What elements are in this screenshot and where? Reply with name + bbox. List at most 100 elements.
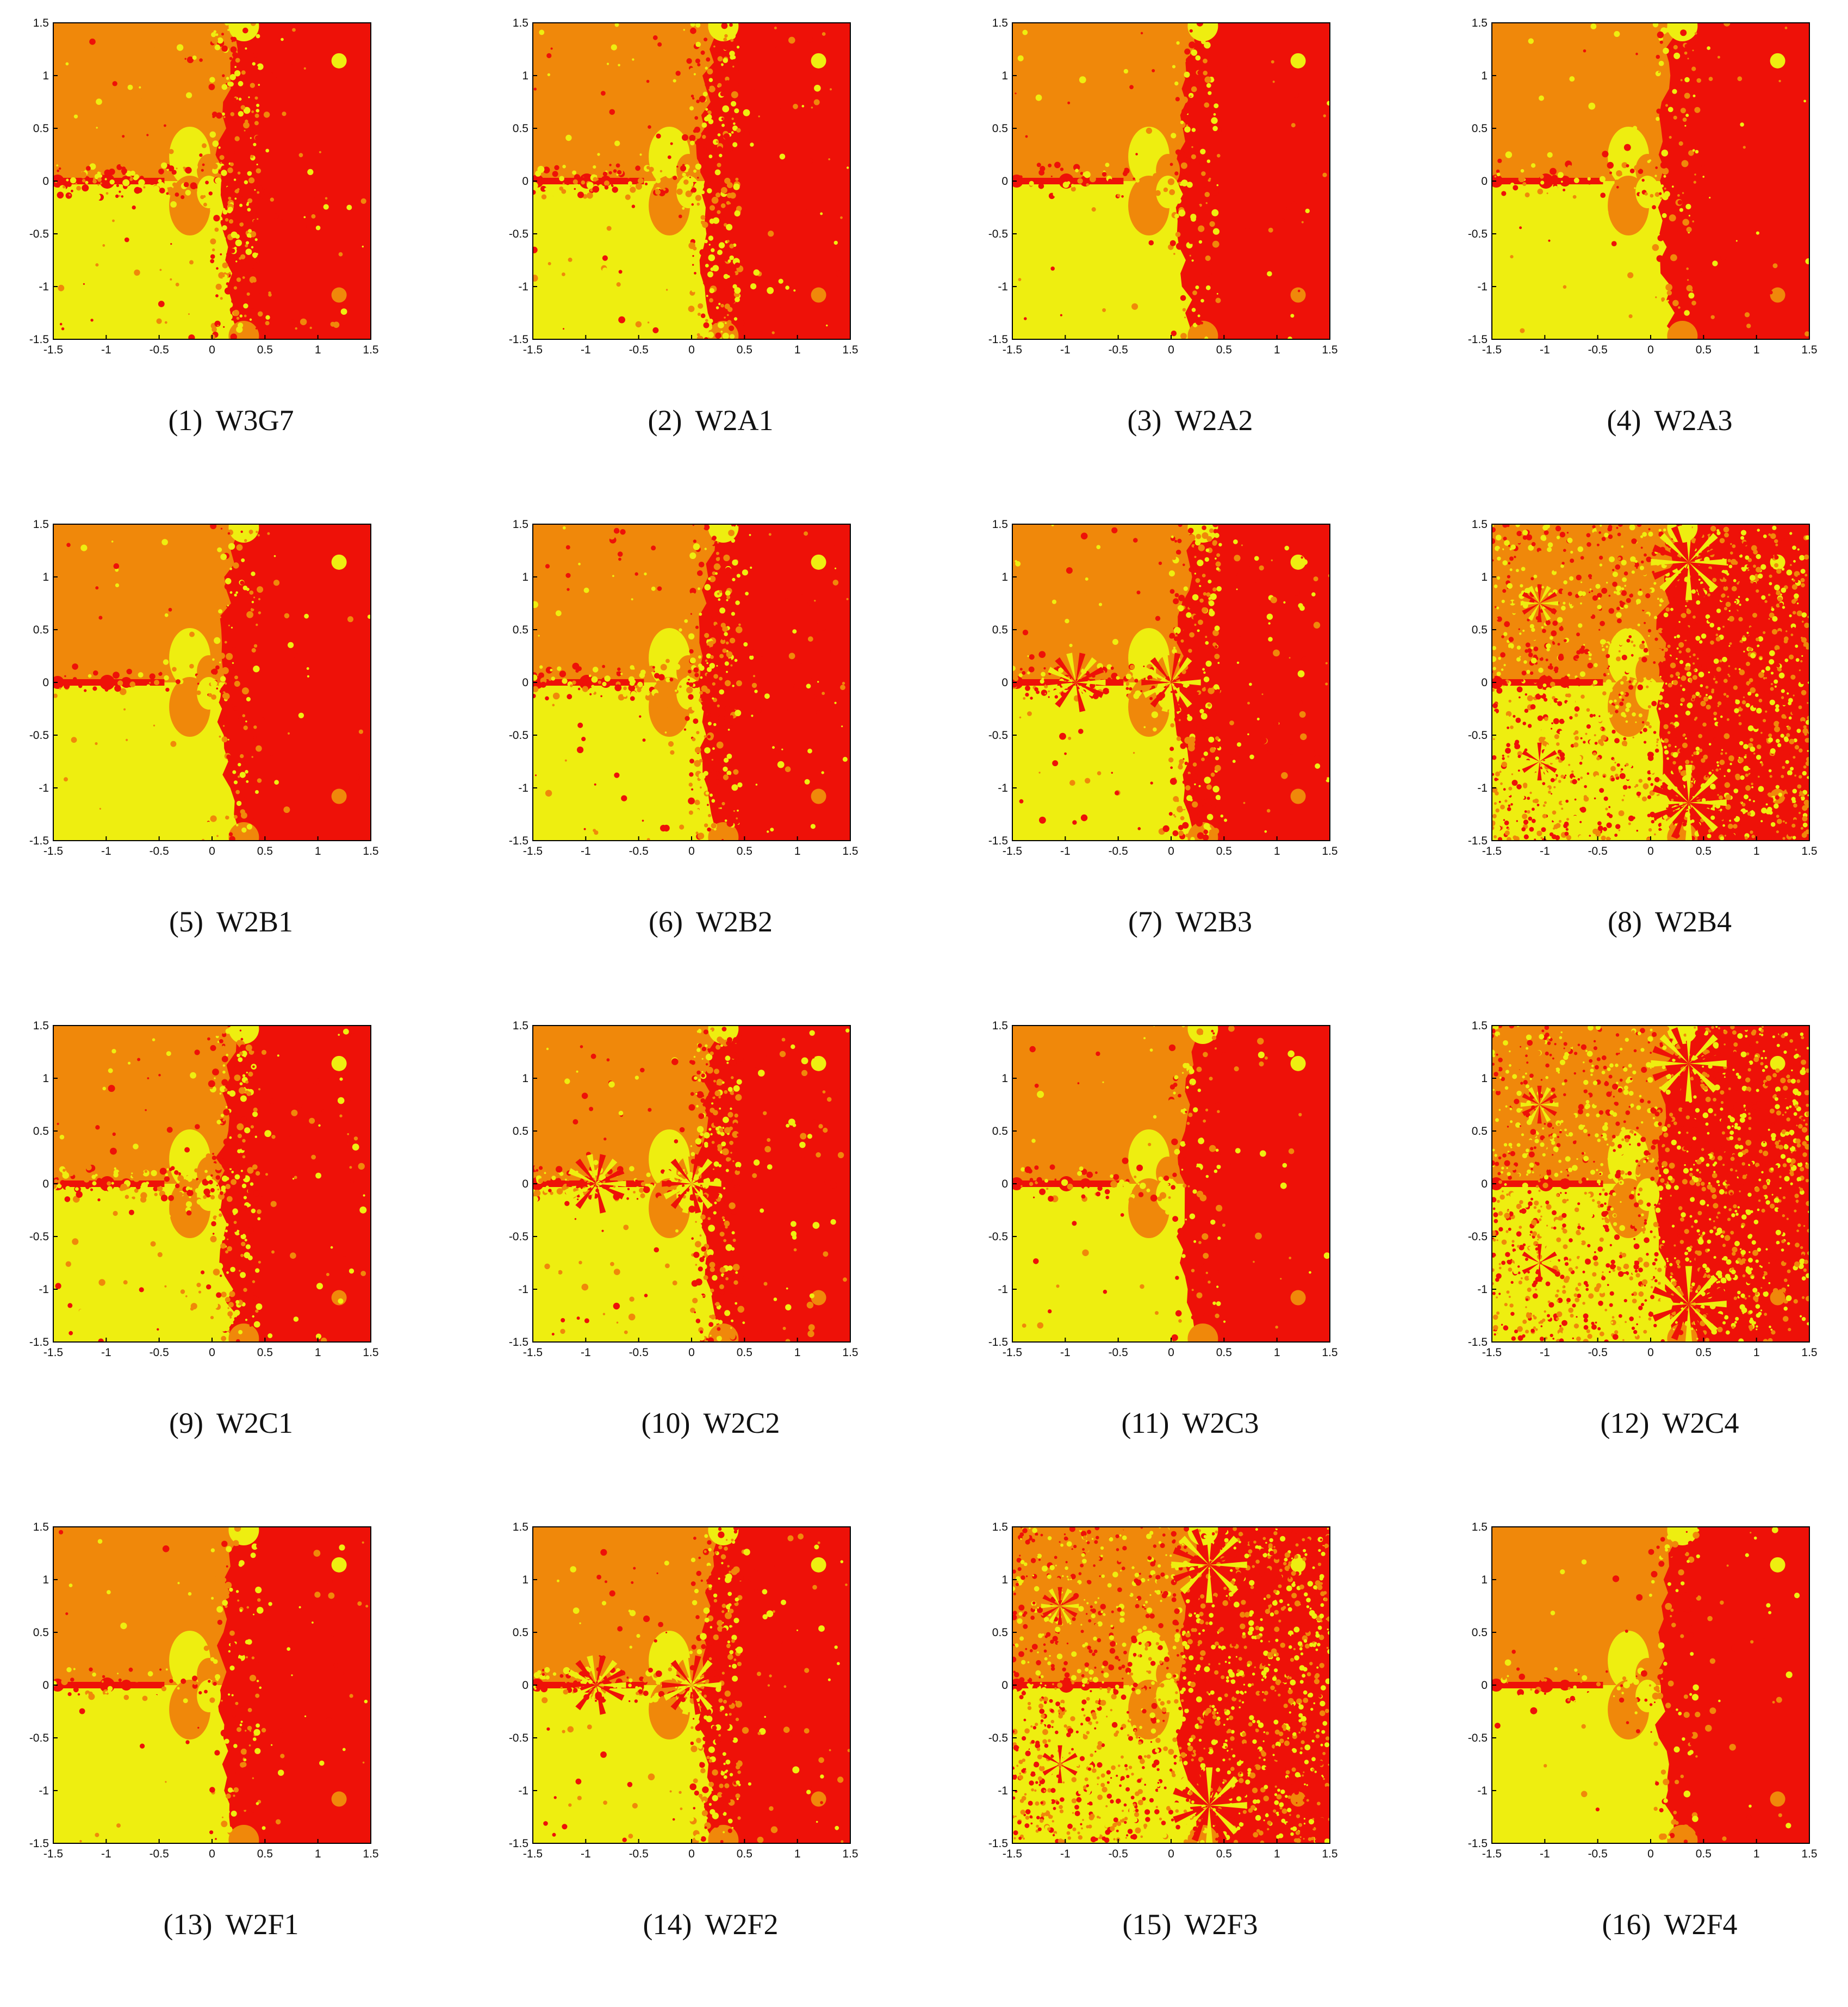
basin-regions — [1490, 512, 1812, 853]
x-tick-label: 0 — [1168, 845, 1174, 858]
y-tick-label: 0.5 — [1472, 122, 1488, 135]
x-tick-label: -0.5 — [150, 845, 169, 858]
y-tick-label: 0 — [1481, 1178, 1488, 1190]
y-tick-label: 0 — [42, 1679, 49, 1692]
y-tick-label: 1 — [42, 70, 49, 82]
y-tick-label: -0.5 — [29, 1732, 49, 1744]
x-tick-label: 0.5 — [1696, 344, 1712, 356]
x-tick-label: -0.5 — [150, 344, 169, 356]
y-tick-label: -1 — [1477, 1785, 1488, 1797]
y-tick-label: 1.5 — [513, 17, 528, 29]
x-tick-label: 0 — [209, 1346, 215, 1359]
subfigure-caption: (10)W2C2 — [480, 1406, 942, 1440]
y-tick-label: -1.5 — [1468, 1336, 1488, 1349]
y-tick-label: 1 — [1481, 1574, 1488, 1586]
y-tick-label: 1.5 — [513, 1020, 528, 1032]
y-tick-label: 1.5 — [513, 518, 528, 531]
caption-number: (6) — [649, 905, 683, 938]
subfigure-caption: (4)W2A3 — [1439, 403, 1848, 437]
x-tick-label: 1 — [1753, 1346, 1760, 1359]
x-tick-label: -1 — [1060, 1346, 1071, 1359]
caption-number: (12) — [1601, 1407, 1650, 1439]
x-tick-label: 1.5 — [1322, 344, 1337, 356]
y-tick-label: 0.5 — [33, 624, 49, 636]
y-tick-label: -1.5 — [988, 333, 1008, 346]
x-tick-label: 0.5 — [257, 1848, 273, 1860]
y-tick-label: 1.5 — [992, 518, 1008, 531]
subfigure-caption: (16) W2F4 — [1439, 1907, 1848, 1941]
x-tick-label: -1 — [101, 1346, 111, 1359]
y-tick-label: 0.5 — [1472, 624, 1488, 636]
y-tick-label: 1 — [522, 1072, 528, 1085]
subfigure-caption: (7)W2B3 — [959, 905, 1421, 939]
x-tick-label: 1.5 — [1322, 845, 1337, 858]
x-tick-label: 1.5 — [1801, 1848, 1817, 1860]
y-tick-label: 0.5 — [513, 122, 528, 135]
x-tick-label: 1 — [794, 845, 801, 858]
x-tick-label: -1 — [1540, 845, 1550, 858]
subfigure-caption: (3)W2A2 — [959, 403, 1421, 437]
x-tick-label: 0.5 — [1216, 845, 1232, 858]
subfigure-caption: (14)W2F2 — [480, 1907, 942, 1941]
caption-method-name: W2F1 — [225, 1908, 298, 1941]
y-tick-label: -1.5 — [29, 1837, 49, 1850]
y-tick-label: 1 — [1481, 1072, 1488, 1085]
y-tick-label: -0.5 — [29, 228, 49, 240]
x-tick-label: -0.5 — [629, 845, 649, 858]
x-tick-label: 0.5 — [1216, 344, 1232, 356]
x-tick-label: -1 — [581, 344, 591, 356]
x-tick-label: 0.5 — [1696, 1346, 1712, 1359]
y-tick-label: 0.5 — [1472, 1125, 1488, 1138]
y-tick-label: 0.5 — [992, 624, 1008, 636]
caption-number: (13) — [164, 1908, 213, 1941]
y-tick-label: 0.5 — [1472, 1626, 1488, 1639]
x-tick-label: 0.5 — [1696, 845, 1712, 858]
y-tick-label: 1.5 — [1472, 17, 1488, 29]
y-tick-label: -1.5 — [29, 1336, 49, 1349]
x-tick-label: -1 — [101, 1848, 111, 1860]
caption-method-name: W2F4 — [1664, 1908, 1737, 1941]
subfigure-caption: (13) W2F1 — [0, 1907, 462, 1941]
y-tick-label: 1.5 — [33, 1521, 49, 1533]
caption-method-name: W2C1 — [216, 1407, 293, 1439]
subfigure-caption: (9)W2C1 — [0, 1406, 462, 1440]
x-tick-label: -0.5 — [1109, 344, 1128, 356]
x-tick-label: -1 — [581, 1346, 591, 1359]
y-tick-label: -1 — [518, 1283, 528, 1296]
y-tick-label: -1 — [1477, 281, 1488, 293]
x-tick-label: -1 — [581, 845, 591, 858]
x-tick-label: 0.5 — [1216, 1848, 1232, 1860]
caption-number: (16) — [1602, 1908, 1651, 1941]
y-tick-label: 0 — [522, 1679, 528, 1692]
x-tick-label: -0.5 — [1588, 1346, 1608, 1359]
y-tick-label: -1 — [998, 782, 1008, 794]
y-tick-label: -1 — [39, 782, 49, 794]
x-tick-label: 0 — [688, 1848, 695, 1860]
x-tick-label: 1.5 — [842, 1848, 858, 1860]
basin-regions — [51, 512, 372, 853]
x-tick-label: -1 — [1540, 1848, 1550, 1860]
x-tick-label: 1 — [315, 344, 321, 356]
caption-method-name: W3G7 — [216, 404, 294, 437]
y-tick-label: -1.5 — [29, 835, 49, 847]
x-tick-label: 1.5 — [363, 344, 378, 356]
y-tick-label: 0 — [42, 175, 49, 188]
y-tick-label: -0.5 — [988, 729, 1008, 742]
caption-number: (1) — [169, 404, 203, 437]
y-tick-label: 0.5 — [992, 1125, 1008, 1138]
caption-method-name: W2C2 — [703, 1407, 780, 1439]
y-tick-label: -1.5 — [509, 835, 528, 847]
caption-number: (4) — [1607, 404, 1641, 437]
caption-number: (7) — [1128, 905, 1162, 938]
